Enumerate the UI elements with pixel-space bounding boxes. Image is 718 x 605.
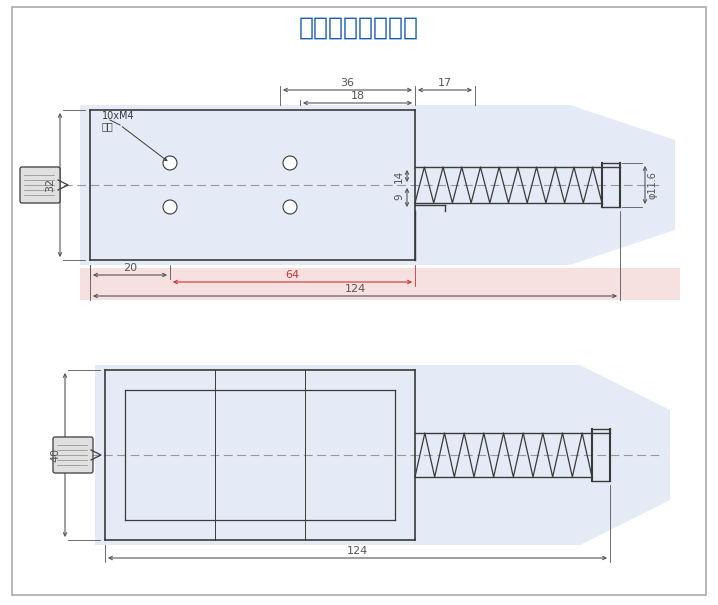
Text: 9: 9 (394, 194, 404, 200)
Polygon shape (95, 365, 670, 545)
Polygon shape (80, 105, 675, 265)
Text: 64: 64 (286, 270, 299, 280)
Text: 18: 18 (350, 91, 365, 101)
Circle shape (163, 200, 177, 214)
Text: 对穿: 对穿 (102, 121, 113, 131)
Text: 124: 124 (345, 284, 365, 294)
Circle shape (163, 156, 177, 170)
FancyBboxPatch shape (20, 167, 60, 203)
Text: 14: 14 (394, 169, 404, 183)
Text: 40: 40 (50, 448, 60, 462)
Circle shape (283, 156, 297, 170)
Text: φ11.6: φ11.6 (648, 171, 658, 199)
Polygon shape (80, 268, 680, 300)
Text: 20: 20 (123, 263, 137, 273)
Text: 36: 36 (340, 78, 355, 88)
Text: 电磁铁外形尺寸图: 电磁铁外形尺寸图 (299, 16, 419, 40)
FancyBboxPatch shape (53, 437, 93, 473)
Circle shape (283, 200, 297, 214)
Text: 124: 124 (347, 546, 368, 556)
Text: 10xM4: 10xM4 (102, 111, 135, 121)
Text: 17: 17 (438, 78, 452, 88)
Text: 32: 32 (45, 178, 55, 192)
